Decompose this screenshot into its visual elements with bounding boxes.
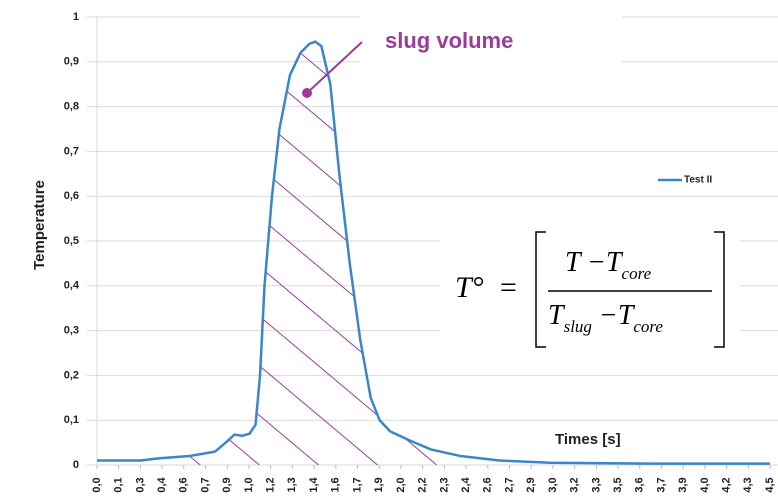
formula-den-main2: −T bbox=[592, 300, 636, 331]
formula-num-main: T −T bbox=[565, 247, 624, 278]
x-tick-label: 3,0 bbox=[547, 477, 559, 492]
annotation-dot bbox=[302, 88, 312, 98]
x-tick-label: 2,6 bbox=[482, 477, 494, 492]
series-line bbox=[97, 40, 770, 465]
x-tick-label: 2,2 bbox=[416, 477, 428, 492]
x-tick-label: 0,3 bbox=[134, 477, 146, 492]
y-tick-label: 0 bbox=[73, 459, 79, 471]
x-tick-label: 0,0 bbox=[91, 477, 103, 492]
x-tick-label: 3,3 bbox=[590, 477, 602, 492]
x-axis-label: Times [s] bbox=[555, 431, 621, 448]
formula: T° = T −Tcore Tslug −Tcore bbox=[455, 231, 725, 348]
x-tick-label: 0,1 bbox=[113, 477, 125, 492]
x-tick-label: 1,0 bbox=[243, 477, 255, 492]
formula-den-main1: T bbox=[548, 300, 566, 331]
annotation-pointer bbox=[306, 41, 363, 94]
annotation: slug volume bbox=[385, 28, 513, 53]
x-tick-label: 0,4 bbox=[156, 476, 168, 492]
x-tick-label: 2,9 bbox=[525, 477, 537, 492]
formula-den-sub1: slug bbox=[564, 317, 592, 336]
formula-denominator: Tslug −Tcore bbox=[548, 300, 663, 335]
x-tick-label: 0,9 bbox=[221, 477, 233, 492]
x-tick-label: 4,5 bbox=[764, 477, 776, 492]
y-tick-label: 1 bbox=[73, 11, 79, 23]
x-tick-label: 1,9 bbox=[373, 477, 385, 492]
legend-label: Test II bbox=[684, 175, 712, 186]
y-axis-label: Temperature bbox=[31, 180, 48, 270]
x-tick-label: 0,7 bbox=[199, 477, 211, 492]
x-tick-label: 3,7 bbox=[655, 477, 667, 492]
x-tick-label: 3,2 bbox=[569, 477, 581, 492]
x-tick-label: 1,4 bbox=[308, 476, 320, 492]
x-tick-label: 2,0 bbox=[395, 477, 407, 492]
formula-lhs: T° bbox=[455, 271, 484, 304]
x-tick-label: 3,5 bbox=[612, 477, 624, 492]
formula-eq: = bbox=[500, 271, 517, 304]
formula-num-sub: core bbox=[622, 264, 652, 283]
x-tick-label: 3,9 bbox=[677, 477, 689, 492]
x-tick-label: 4,2 bbox=[721, 477, 733, 492]
x-tick-label: 3,6 bbox=[634, 477, 646, 492]
y-tick-label: 0,9 bbox=[64, 56, 79, 68]
y-tick-label: 0,3 bbox=[64, 325, 79, 337]
annotation-box bbox=[360, 14, 622, 70]
y-tick-label: 0,5 bbox=[64, 235, 79, 247]
x-tick-label: 1,7 bbox=[351, 477, 363, 492]
hatched-area bbox=[180, 41, 440, 465]
formula-brackets bbox=[535, 231, 725, 348]
y-tick-label: 0,2 bbox=[64, 369, 79, 381]
x-tick-label: 4,3 bbox=[742, 477, 754, 492]
x-tick-label: 4,0 bbox=[699, 477, 711, 492]
y-tick-label: 0,4 bbox=[64, 280, 80, 292]
x-tick-label: 2,4 bbox=[460, 476, 472, 492]
x-tick-label: 1,2 bbox=[265, 477, 277, 492]
y-tick-label: 0,6 bbox=[64, 190, 79, 202]
x-tick-label: 1,3 bbox=[286, 477, 298, 492]
y-tick-label: 0,8 bbox=[64, 101, 79, 113]
x-tick-label: 1,6 bbox=[330, 477, 342, 492]
x-tick-label: 2,3 bbox=[438, 477, 450, 492]
y-tick-label: 0,7 bbox=[64, 145, 79, 157]
y-tick-label: 0,1 bbox=[64, 414, 79, 426]
formula-den-sub2: core bbox=[633, 317, 663, 336]
formula-numerator: T −Tcore bbox=[565, 247, 652, 282]
x-tick-label: 0,6 bbox=[178, 477, 190, 492]
x-tick-label: 2,7 bbox=[503, 477, 515, 492]
formula-box bbox=[440, 222, 740, 352]
